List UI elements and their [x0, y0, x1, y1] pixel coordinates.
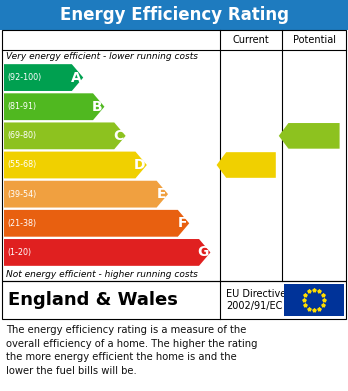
Text: 57: 57	[191, 156, 215, 174]
Bar	[2, 281, 346, 319]
Polygon shape	[4, 181, 168, 208]
Text: (69-80): (69-80)	[7, 131, 36, 140]
Polygon shape	[4, 93, 104, 120]
Text: (81-91): (81-91)	[7, 102, 36, 111]
Text: E: E	[157, 187, 166, 201]
Text: Energy Efficiency Rating: Energy Efficiency Rating	[60, 6, 288, 24]
Polygon shape	[216, 152, 276, 178]
Polygon shape	[4, 152, 147, 178]
Bar	[284, 284, 344, 316]
Bar	[0, 0, 348, 30]
Text: (39-54): (39-54)	[7, 190, 36, 199]
Polygon shape	[4, 122, 126, 149]
Text: F: F	[178, 216, 187, 230]
Text: Current: Current	[232, 35, 269, 45]
Text: G: G	[197, 246, 208, 260]
Polygon shape	[4, 239, 211, 266]
Text: England & Wales: England & Wales	[8, 291, 178, 309]
Polygon shape	[4, 64, 83, 91]
Text: 73: 73	[239, 127, 262, 145]
Text: Very energy efficient - lower running costs: Very energy efficient - lower running co…	[6, 52, 198, 61]
Text: Potential: Potential	[293, 35, 335, 45]
Bar	[2, 30, 346, 281]
Text: (1-20): (1-20)	[7, 248, 31, 257]
Text: Not energy efficient - higher running costs: Not energy efficient - higher running co…	[6, 270, 198, 279]
Text: (92-100): (92-100)	[7, 73, 41, 82]
Polygon shape	[4, 210, 189, 237]
Text: C: C	[113, 129, 124, 143]
Text: EU Directive
2002/91/EC: EU Directive 2002/91/EC	[226, 289, 286, 311]
Text: D: D	[133, 158, 145, 172]
Text: (55-68): (55-68)	[7, 160, 36, 170]
Text: (21-38): (21-38)	[7, 219, 36, 228]
Text: The energy efficiency rating is a measure of the
overall efficiency of a home. T: The energy efficiency rating is a measur…	[6, 325, 258, 376]
Text: B: B	[92, 100, 102, 114]
Polygon shape	[279, 123, 340, 149]
Text: A: A	[71, 70, 81, 84]
